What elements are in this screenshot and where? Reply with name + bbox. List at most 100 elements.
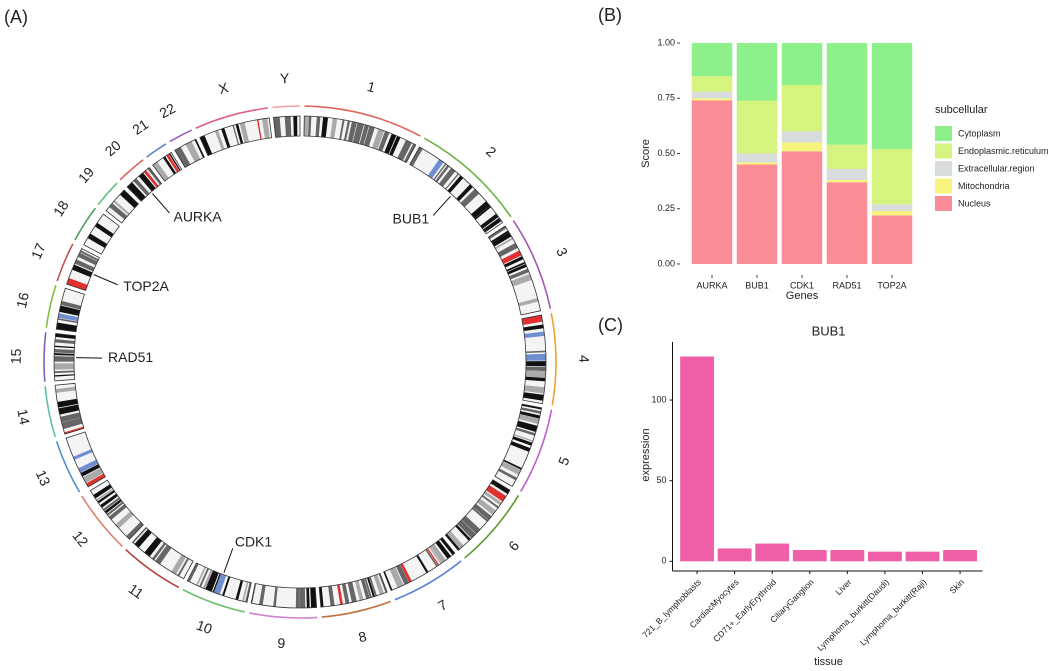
chromosome-band xyxy=(147,167,162,185)
legend-swatch xyxy=(935,126,952,141)
chromosome-label: 3 xyxy=(553,245,571,259)
chromosome-band xyxy=(525,350,546,353)
chromosome-band xyxy=(525,370,546,378)
chromosome-band xyxy=(72,264,93,278)
chromosome-band xyxy=(433,163,447,181)
chromosome-label: 11 xyxy=(126,580,147,602)
chromosome-label: Y xyxy=(280,70,291,87)
legend-label: Cytoplasm xyxy=(958,128,1001,138)
chromosome-band xyxy=(54,370,75,374)
chromosome-band xyxy=(104,499,122,514)
chromosome-band xyxy=(171,554,187,575)
chromosome-band xyxy=(521,314,543,325)
chromosome-band xyxy=(284,116,292,137)
chromosome-band xyxy=(196,566,206,586)
chromosome-band xyxy=(166,154,180,173)
chromosome-band xyxy=(523,324,544,331)
chromosome-band xyxy=(494,237,514,250)
chromosome-band xyxy=(509,268,530,280)
chromosome-band xyxy=(100,493,118,508)
chromosome-band xyxy=(518,297,539,307)
chromosome-band xyxy=(501,250,522,264)
chromosome-band xyxy=(94,222,114,238)
chromosome-band xyxy=(426,548,440,566)
chromosome-band xyxy=(343,120,351,141)
chromosome-label: 10 xyxy=(194,617,214,637)
chromosome-band xyxy=(471,201,490,219)
chromosome-band xyxy=(525,353,546,361)
x-tick-label: CDK1 xyxy=(790,280,814,290)
gene-label: RAD51 xyxy=(108,349,153,365)
x-tick-label: CD71+_EarlyErythroid xyxy=(711,577,778,644)
chromosome-outline xyxy=(303,115,417,164)
chromosome-band xyxy=(430,543,446,563)
chromosome-label: 20 xyxy=(102,137,124,159)
chromosome-label: 15 xyxy=(8,348,24,364)
chromosome-band xyxy=(109,203,128,220)
chromosome-band xyxy=(57,318,78,324)
chromosome-band xyxy=(64,426,84,435)
chromosome-band xyxy=(523,392,544,401)
y-tick-label: 0.00 xyxy=(657,258,675,268)
panel-label: (A) xyxy=(4,7,28,27)
x-tick-label: Lymphoma_burkitt(Raji) xyxy=(858,577,929,648)
bar-segment xyxy=(691,76,733,92)
bar-segment xyxy=(781,85,823,132)
chromosome-band xyxy=(524,385,545,394)
chromosome-arc xyxy=(512,220,552,309)
bar-segment xyxy=(736,162,778,165)
chromosome-label: X xyxy=(217,79,231,97)
chromosome-band xyxy=(515,427,536,436)
chromosome-label: 16 xyxy=(13,291,32,310)
chromosome-band xyxy=(425,549,438,567)
x-tick-label: BUB1 xyxy=(745,280,769,290)
chromosome-band xyxy=(133,178,150,196)
bar-segment xyxy=(826,43,868,145)
chromosome-band xyxy=(168,153,181,171)
chromosome-band xyxy=(389,135,401,156)
chromosome-label: 4 xyxy=(576,355,592,363)
y-tick-label: 0.75 xyxy=(657,93,675,103)
chromosome-outline xyxy=(83,213,120,255)
chromosome-band xyxy=(474,205,492,220)
chromosome-outline xyxy=(53,332,76,382)
chromosome-band xyxy=(202,569,213,590)
chromosome-band xyxy=(213,573,227,595)
chromosome-band xyxy=(384,133,397,155)
chromosome-band xyxy=(460,188,480,208)
x-axis-title: Genes xyxy=(786,290,819,302)
gene-label: TOP2A xyxy=(123,278,169,294)
chromosome-band xyxy=(73,449,93,460)
chromosome-band xyxy=(480,213,499,229)
chromosome-band xyxy=(447,175,464,193)
chromosome-band xyxy=(471,507,489,522)
chromosome-band xyxy=(58,404,80,415)
chromosome-band xyxy=(60,300,82,310)
chromosome-band xyxy=(242,581,249,602)
chromosome-arc xyxy=(550,312,557,406)
chromosome-band xyxy=(396,564,409,585)
chromosome-band xyxy=(187,562,199,582)
bar-segment xyxy=(691,91,733,99)
chromosome-band xyxy=(360,578,370,599)
chromosome-band xyxy=(389,566,404,588)
chromosome-band xyxy=(239,122,250,143)
chromosome-band xyxy=(134,529,152,548)
chromosome-band xyxy=(518,414,540,425)
chromosome-band xyxy=(54,339,75,345)
chromosome-outline xyxy=(55,287,85,333)
bar-segment xyxy=(871,149,913,205)
chromosome-outline xyxy=(318,572,388,608)
chromosome-band xyxy=(86,473,106,487)
chromosome-band xyxy=(310,587,317,608)
panel-label: (C) xyxy=(598,315,623,335)
chromosome-band xyxy=(503,459,522,470)
chromosome-band xyxy=(144,537,162,557)
chromosome-band xyxy=(330,118,338,139)
gene-pointer xyxy=(223,548,234,573)
chromosome-band xyxy=(525,361,546,367)
bar-segment xyxy=(781,43,823,86)
chromosome-arc xyxy=(182,588,245,613)
y-axis-title: Score xyxy=(640,139,652,168)
chromosome-band xyxy=(97,490,116,504)
